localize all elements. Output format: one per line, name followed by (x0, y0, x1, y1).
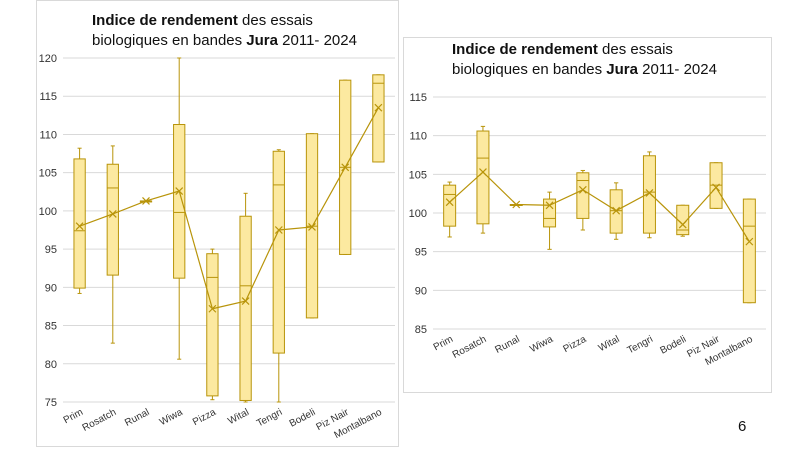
y-tick-label: 90 (45, 282, 57, 294)
box (372, 74, 385, 163)
category-label: Wiwa (158, 407, 185, 428)
mean-line (79, 107, 379, 310)
box (173, 124, 186, 279)
y-tick-label: 115 (39, 91, 57, 103)
box (576, 172, 590, 219)
mean-marker (512, 200, 521, 209)
mean-marker (142, 197, 150, 205)
chart-title: Indice de rendement des essais biologiqu… (452, 40, 717, 80)
title-line2-pre: biologiques en bandes (452, 61, 607, 78)
left-chart-panel: Indice de rendement des essais biologiqu… (36, 0, 399, 447)
y-tick-label: 100 (409, 208, 427, 220)
mean-marker (341, 163, 350, 172)
category-label: Rosatch (451, 334, 489, 361)
box (642, 155, 656, 234)
box (239, 215, 252, 401)
y-tick-label: 90 (415, 285, 427, 297)
title-line2-pre: biologiques en bandes (92, 32, 247, 49)
title-line2-post: 2011- 2024 (637, 61, 717, 78)
mean-marker (645, 188, 654, 197)
box (543, 198, 557, 228)
y-tick-label: 115 (409, 92, 427, 104)
y-tick-label: 80 (45, 359, 57, 371)
box (443, 184, 457, 227)
box (106, 163, 119, 276)
title-bold: Indice de rendement (452, 41, 598, 58)
category-label: Tengri (255, 407, 284, 430)
category-label: Pizza (191, 407, 218, 428)
box (676, 204, 690, 236)
y-tick-label: 85 (45, 321, 57, 333)
chart-title: Indice de rendement des essais biologiqu… (92, 11, 357, 51)
y-tick-label: 110 (39, 129, 57, 141)
category-label: Pizza (562, 334, 589, 355)
category-label: Bodeli (288, 407, 318, 430)
slide-number: 6 (738, 418, 747, 435)
title-bold: Indice de rendement (92, 12, 238, 29)
title-line2-post: 2011- 2024 (277, 32, 357, 49)
y-tick-label: 100 (39, 206, 57, 218)
mean-marker (479, 168, 487, 176)
category-label: Tengri (626, 334, 655, 357)
mean-marker (712, 183, 720, 192)
box (73, 158, 86, 289)
box (742, 198, 756, 304)
category-label: Bodeli (658, 334, 688, 357)
mean-marker (374, 103, 383, 112)
mean-marker (241, 297, 250, 306)
category-label: Wital (226, 407, 251, 427)
title-rest: des essais (597, 41, 673, 58)
y-tick-label: 105 (39, 168, 57, 180)
title-rest: des essais (237, 12, 313, 29)
mean-marker (274, 226, 283, 234)
mean-marker (745, 237, 754, 246)
mean-marker (308, 223, 316, 231)
mean-marker (612, 206, 621, 215)
category-label: Rosatch (81, 407, 119, 434)
title-line2-bold: Jura (246, 32, 278, 49)
right-chart-panel: Indice de rendement des essais biologiqu… (403, 37, 772, 393)
box (476, 130, 490, 225)
category-label: Wiwa (528, 334, 555, 355)
category-label: Runal (123, 407, 151, 429)
category-label: Wital (597, 334, 622, 354)
box (206, 253, 219, 397)
y-tick-label: 110 (409, 131, 427, 143)
y-tick-label: 105 (409, 169, 427, 181)
y-tick-label: 95 (45, 244, 57, 256)
title-line2-bold: Jura (606, 61, 638, 78)
mean-line (449, 171, 750, 242)
mean-marker (578, 185, 587, 194)
category-label: Runal (493, 334, 521, 356)
mean-marker (175, 187, 184, 195)
mean-marker (445, 198, 454, 207)
y-tick-label: 75 (45, 397, 57, 409)
mean-marker (75, 222, 84, 231)
mean-marker (678, 220, 687, 229)
mean-marker (545, 201, 554, 210)
y-tick-label: 120 (39, 53, 57, 65)
y-tick-label: 85 (415, 324, 427, 336)
box (272, 150, 285, 354)
mean-marker (208, 304, 217, 313)
mean-marker (108, 210, 117, 218)
y-tick-label: 95 (415, 247, 427, 259)
